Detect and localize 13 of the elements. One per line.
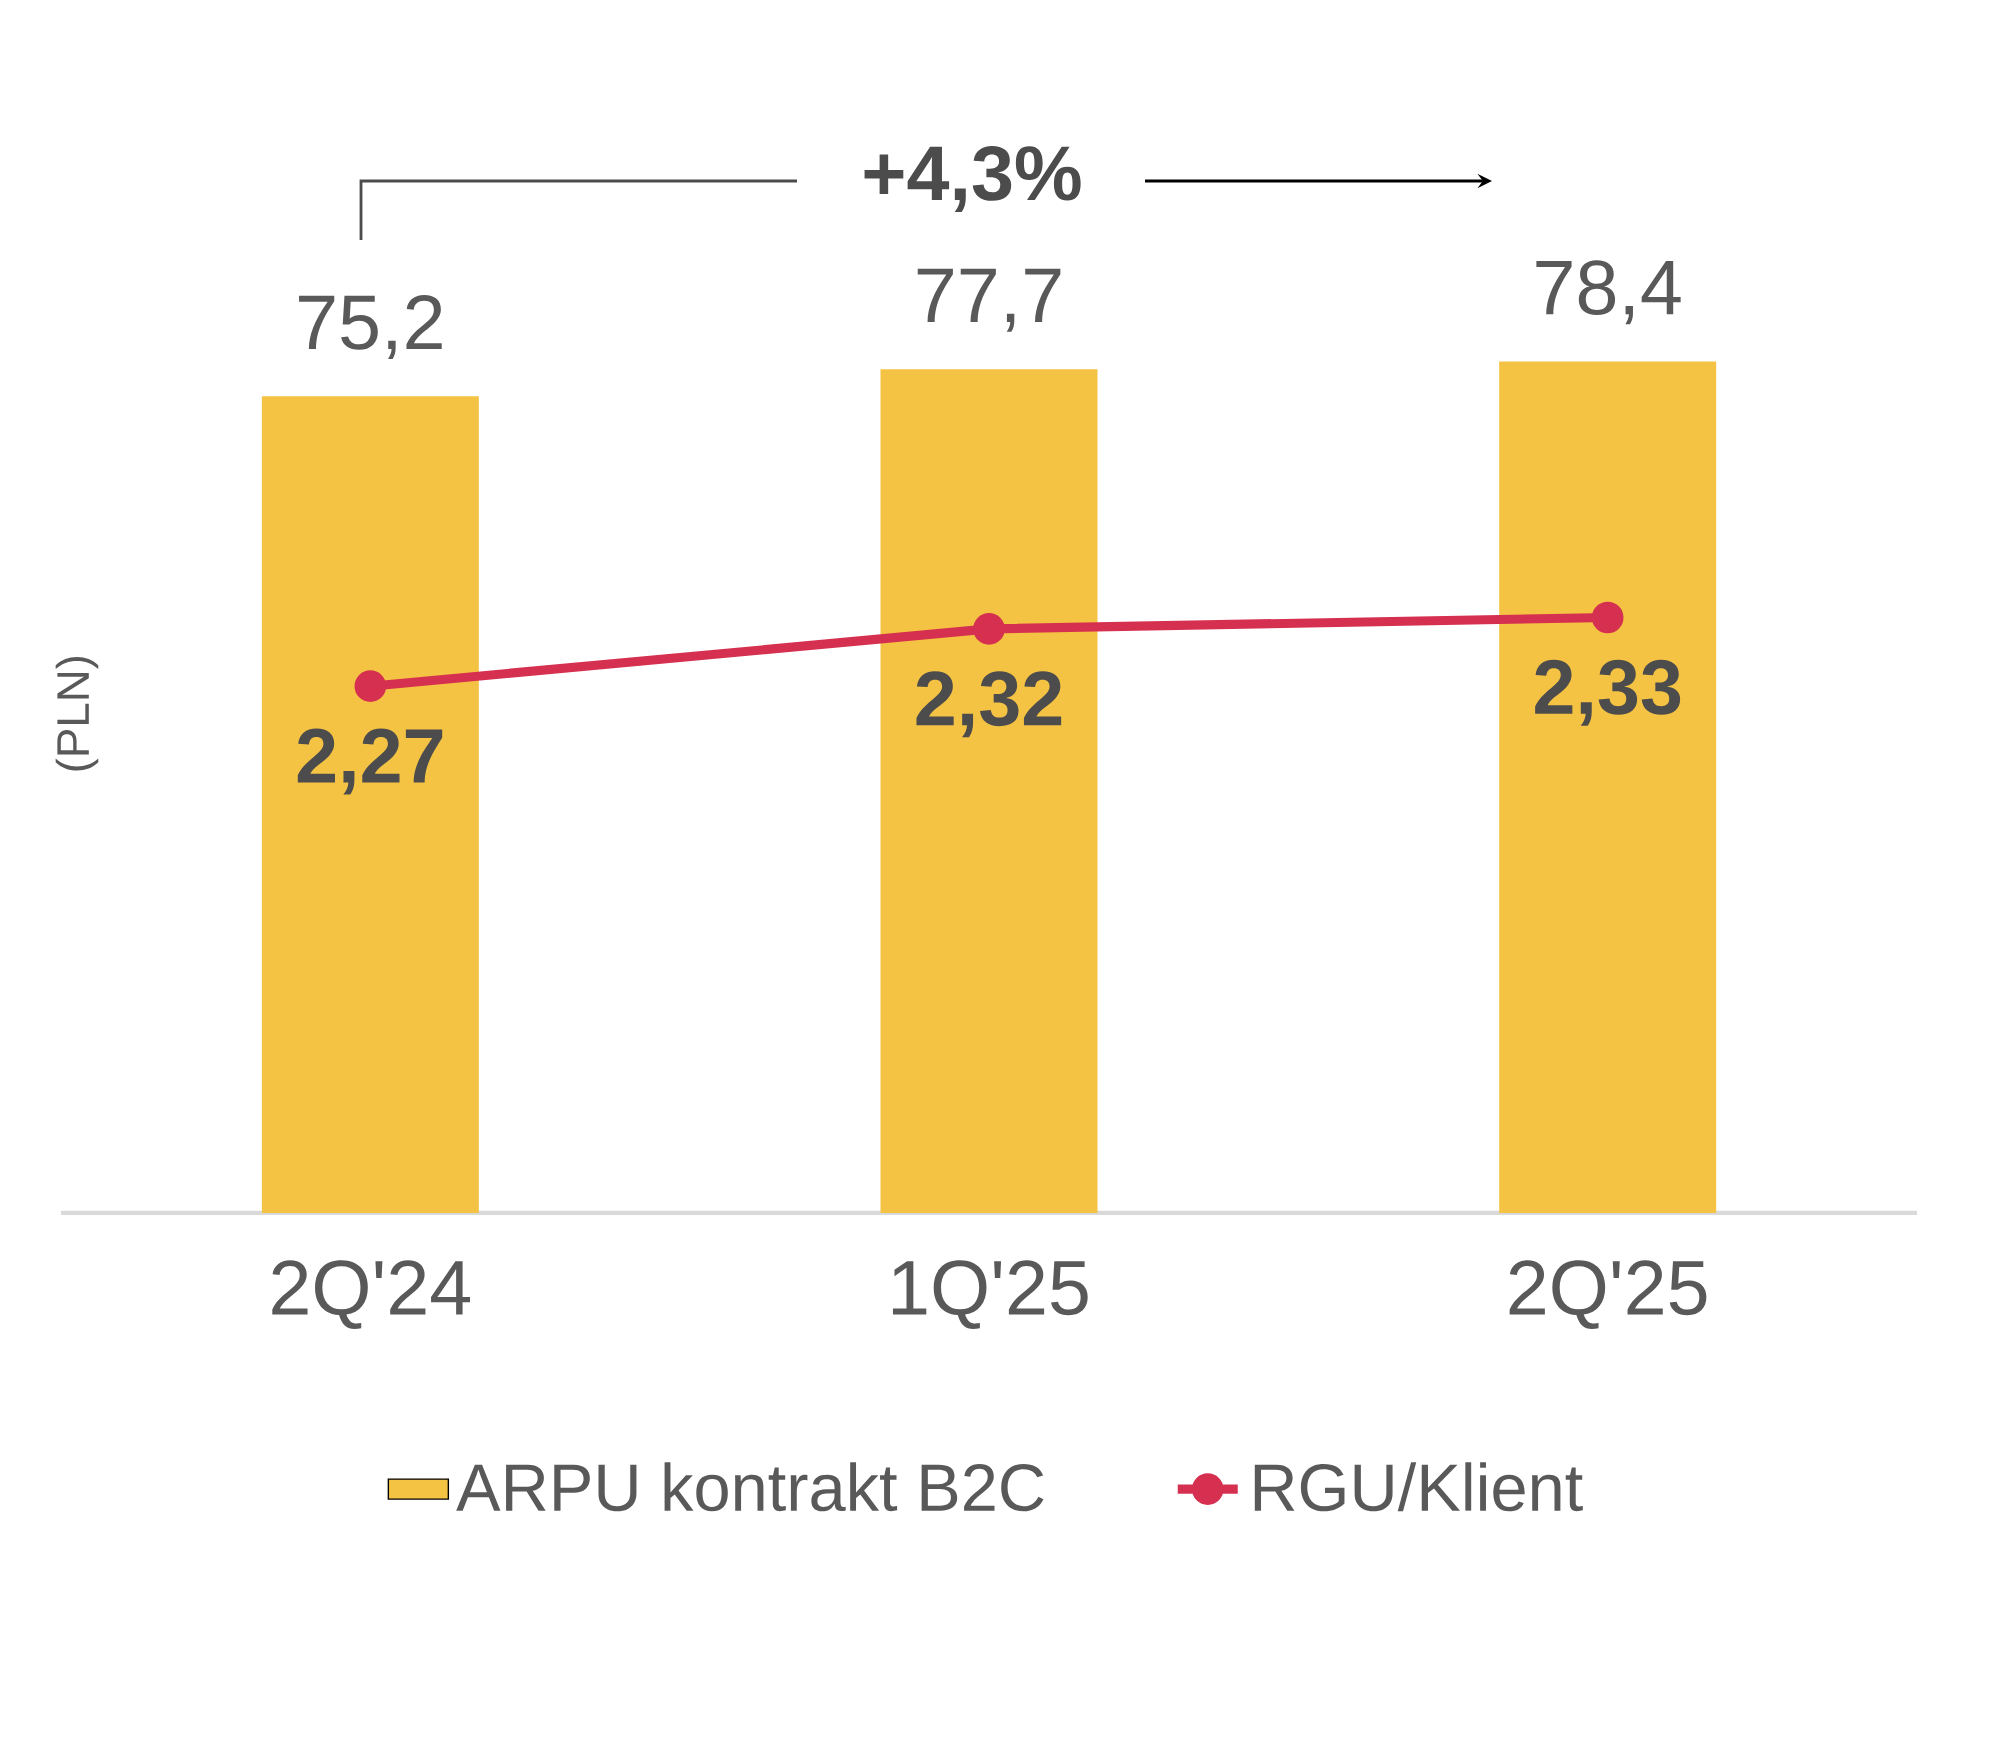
- legend-label: RGU/Klient: [1254, 1462, 1583, 1512]
- data-label: 2,33: [1535, 659, 1681, 726]
- data-label: 2,32: [916, 671, 1062, 738]
- x-tick-label: 2Q'24: [272, 1260, 471, 1329]
- data-label: 75,2: [299, 295, 442, 359]
- data-label: 78,4: [1536, 260, 1681, 325]
- data-label: 77,7: [917, 268, 1061, 332]
- x-tick-label: 2Q'25: [1509, 1260, 1707, 1329]
- x-tick-label: 1Q'25: [892, 1260, 1088, 1329]
- text: +4,3%: [864, 145, 1081, 212]
- y-axis-title: (PLN): [55, 656, 99, 771]
- legend-label: ARPU kontrakt B2C: [456, 1462, 1044, 1512]
- data-label: 2,27: [297, 728, 443, 795]
